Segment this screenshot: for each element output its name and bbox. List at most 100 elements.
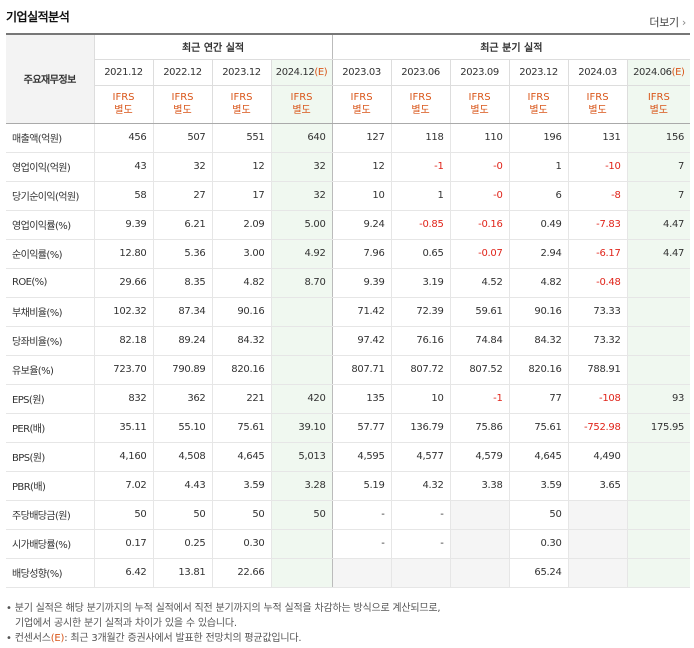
row-label: 영업이익(억원) bbox=[6, 152, 94, 182]
table-cell bbox=[270, 326, 333, 356]
table-cell bbox=[270, 355, 333, 385]
table-cell: 71.42 bbox=[331, 297, 392, 327]
table-cell: 93 bbox=[626, 383, 691, 414]
table-cell: 102.32 bbox=[93, 297, 153, 327]
ifrs-label: IFRS 별도 bbox=[152, 85, 212, 124]
table-cell: -0 bbox=[449, 152, 510, 182]
table-cell: 110 bbox=[449, 123, 510, 153]
estimate-mark: (E) bbox=[314, 66, 328, 78]
table-cell: 10 bbox=[390, 383, 451, 414]
table-cell: 73.33 bbox=[567, 297, 628, 327]
table-cell: 4,579 bbox=[449, 442, 510, 472]
table-cell: 820.16 bbox=[508, 355, 569, 385]
table-cell: 0.49 bbox=[508, 209, 569, 240]
period-header: 2023.12 bbox=[211, 59, 271, 86]
row-label: EPS(원) bbox=[6, 383, 94, 414]
ifrs-label: IFRS 별도 bbox=[270, 85, 333, 124]
table-cell: 136.79 bbox=[390, 413, 451, 443]
table-cell: 90.16 bbox=[211, 297, 271, 327]
more-link[interactable]: 더보기 › bbox=[649, 14, 686, 30]
table-cell: 76.16 bbox=[390, 326, 451, 356]
table-cell: 420 bbox=[270, 383, 333, 414]
table-cell: 72.39 bbox=[390, 297, 451, 327]
table-cell: 4,508 bbox=[152, 442, 212, 472]
row-label: ROE(%) bbox=[6, 268, 94, 298]
table-cell: 4.92 bbox=[270, 239, 333, 269]
table-cell: 7 bbox=[626, 152, 691, 182]
table-cell: 9.39 bbox=[331, 268, 392, 298]
period-header: 2021.12 bbox=[93, 59, 153, 86]
ifrs-label: IFRS 별도 bbox=[449, 85, 510, 124]
quarter-group-header: 최근 분기 실적 bbox=[331, 34, 691, 60]
table-cell: 27 bbox=[152, 181, 212, 211]
table-cell: 4,595 bbox=[331, 442, 392, 472]
chevron-right-icon: › bbox=[681, 16, 686, 29]
table-cell bbox=[390, 558, 451, 588]
table-cell: - bbox=[331, 499, 392, 530]
table-cell: 12.80 bbox=[93, 239, 153, 269]
period-header: 2024.03 bbox=[567, 59, 628, 86]
ifrs-label: IFRS 별도 bbox=[390, 85, 451, 124]
table-cell: 97.42 bbox=[331, 326, 392, 356]
table-cell: 1 bbox=[390, 181, 451, 211]
table-cell: 3.19 bbox=[390, 268, 451, 298]
table-cell: 640 bbox=[270, 123, 333, 153]
ifrs-label: IFRS 별도 bbox=[211, 85, 271, 124]
table-cell: 4.32 bbox=[390, 471, 451, 501]
table-cell: 788.91 bbox=[567, 355, 628, 385]
table-cell: -7.83 bbox=[567, 209, 628, 240]
period-header: 2024.12(E) bbox=[270, 59, 333, 86]
table-cell: 5.19 bbox=[331, 471, 392, 501]
row-label: 유보율(%) bbox=[6, 355, 94, 385]
table-cell: 22.66 bbox=[211, 558, 271, 588]
table-cell: 6.21 bbox=[152, 209, 212, 240]
table-cell: -8 bbox=[567, 181, 628, 211]
table-row: 영업이익률(%) 9.39 6.21 2.09 5.00 9.24 -0.85 -0.16 0.… bbox=[6, 209, 691, 240]
table-cell: 7.96 bbox=[331, 239, 392, 269]
table-cell: 0.25 bbox=[152, 529, 212, 559]
table-cell: 551 bbox=[211, 123, 271, 153]
table-cell: 12 bbox=[331, 152, 392, 182]
table-cell: 4.43 bbox=[152, 471, 212, 501]
table-cell: 43 bbox=[93, 152, 153, 182]
table-cell bbox=[270, 558, 333, 588]
table-cell: 4,577 bbox=[390, 442, 451, 472]
table-cell: 39.10 bbox=[270, 413, 333, 443]
row-label: 당좌비율(%) bbox=[6, 326, 94, 356]
period-header: 2024.06(E) bbox=[626, 59, 691, 86]
table-cell: 13.81 bbox=[152, 558, 212, 588]
financial-table: 주요재무정보 최근 연간 실적 최근 분기 실적 2021.12 2022.12 2… bbox=[6, 33, 691, 588]
table-cell: 7 bbox=[626, 181, 691, 211]
table-cell bbox=[626, 529, 691, 559]
table-cell: 10 bbox=[331, 181, 392, 211]
annual-group-header: 최근 연간 실적 bbox=[93, 34, 333, 60]
table-cell: 32 bbox=[270, 152, 333, 182]
table-cell: 4,160 bbox=[93, 442, 153, 472]
table-cell bbox=[626, 326, 691, 356]
table-row: 배당성향(%) 6.42 13.81 22.66 65.24 bbox=[6, 558, 691, 588]
table-cell: 65.24 bbox=[508, 558, 569, 588]
table-cell: 17 bbox=[211, 181, 271, 211]
table-cell: 456 bbox=[93, 123, 153, 153]
table-cell bbox=[449, 558, 510, 588]
table-row: 부채비율(%) 102.32 87.34 90.16 71.42 72.39 59.61 90… bbox=[6, 297, 691, 327]
footnote-1-cont: 기업에서 공시한 분기 실적과 차이가 있을 수 있습니다. bbox=[15, 618, 237, 629]
table-row: 순이익률(%) 12.80 5.36 3.00 4.92 7.96 0.65 -0.07 2.9… bbox=[6, 239, 691, 269]
table-cell: 3.38 bbox=[449, 471, 510, 501]
table-cell: - bbox=[390, 529, 451, 559]
table-cell bbox=[270, 297, 333, 327]
table-cell: -0.48 bbox=[567, 268, 628, 298]
table-row: ROE(%) 29.66 8.35 4.82 8.70 9.39 3.19 4.52 4.82-… bbox=[6, 268, 691, 298]
table-cell: -108 bbox=[567, 383, 628, 414]
footnote-2: • 컨센서스(E): 최근 3개월간 증권사에서 발표한 전망치의 평균값입니다… bbox=[6, 633, 302, 644]
section-title: 기업실적분석 bbox=[6, 10, 70, 24]
table-row: 당좌비율(%) 82.18 89.24 84.32 97.42 76.16 74.84 84.… bbox=[6, 326, 691, 356]
table-row: 매출액(억원) 456 507 551 640 127 118 110 196 131 156 bbox=[6, 123, 691, 153]
table-cell: -0.85 bbox=[390, 209, 451, 240]
table-cell: 84.32 bbox=[508, 326, 569, 356]
table-cell bbox=[626, 268, 691, 298]
row-label: 시가배당률(%) bbox=[6, 529, 94, 559]
table-cell: -0 bbox=[449, 181, 510, 211]
table-cell: 73.32 bbox=[567, 326, 628, 356]
table-cell: 118 bbox=[390, 123, 451, 153]
